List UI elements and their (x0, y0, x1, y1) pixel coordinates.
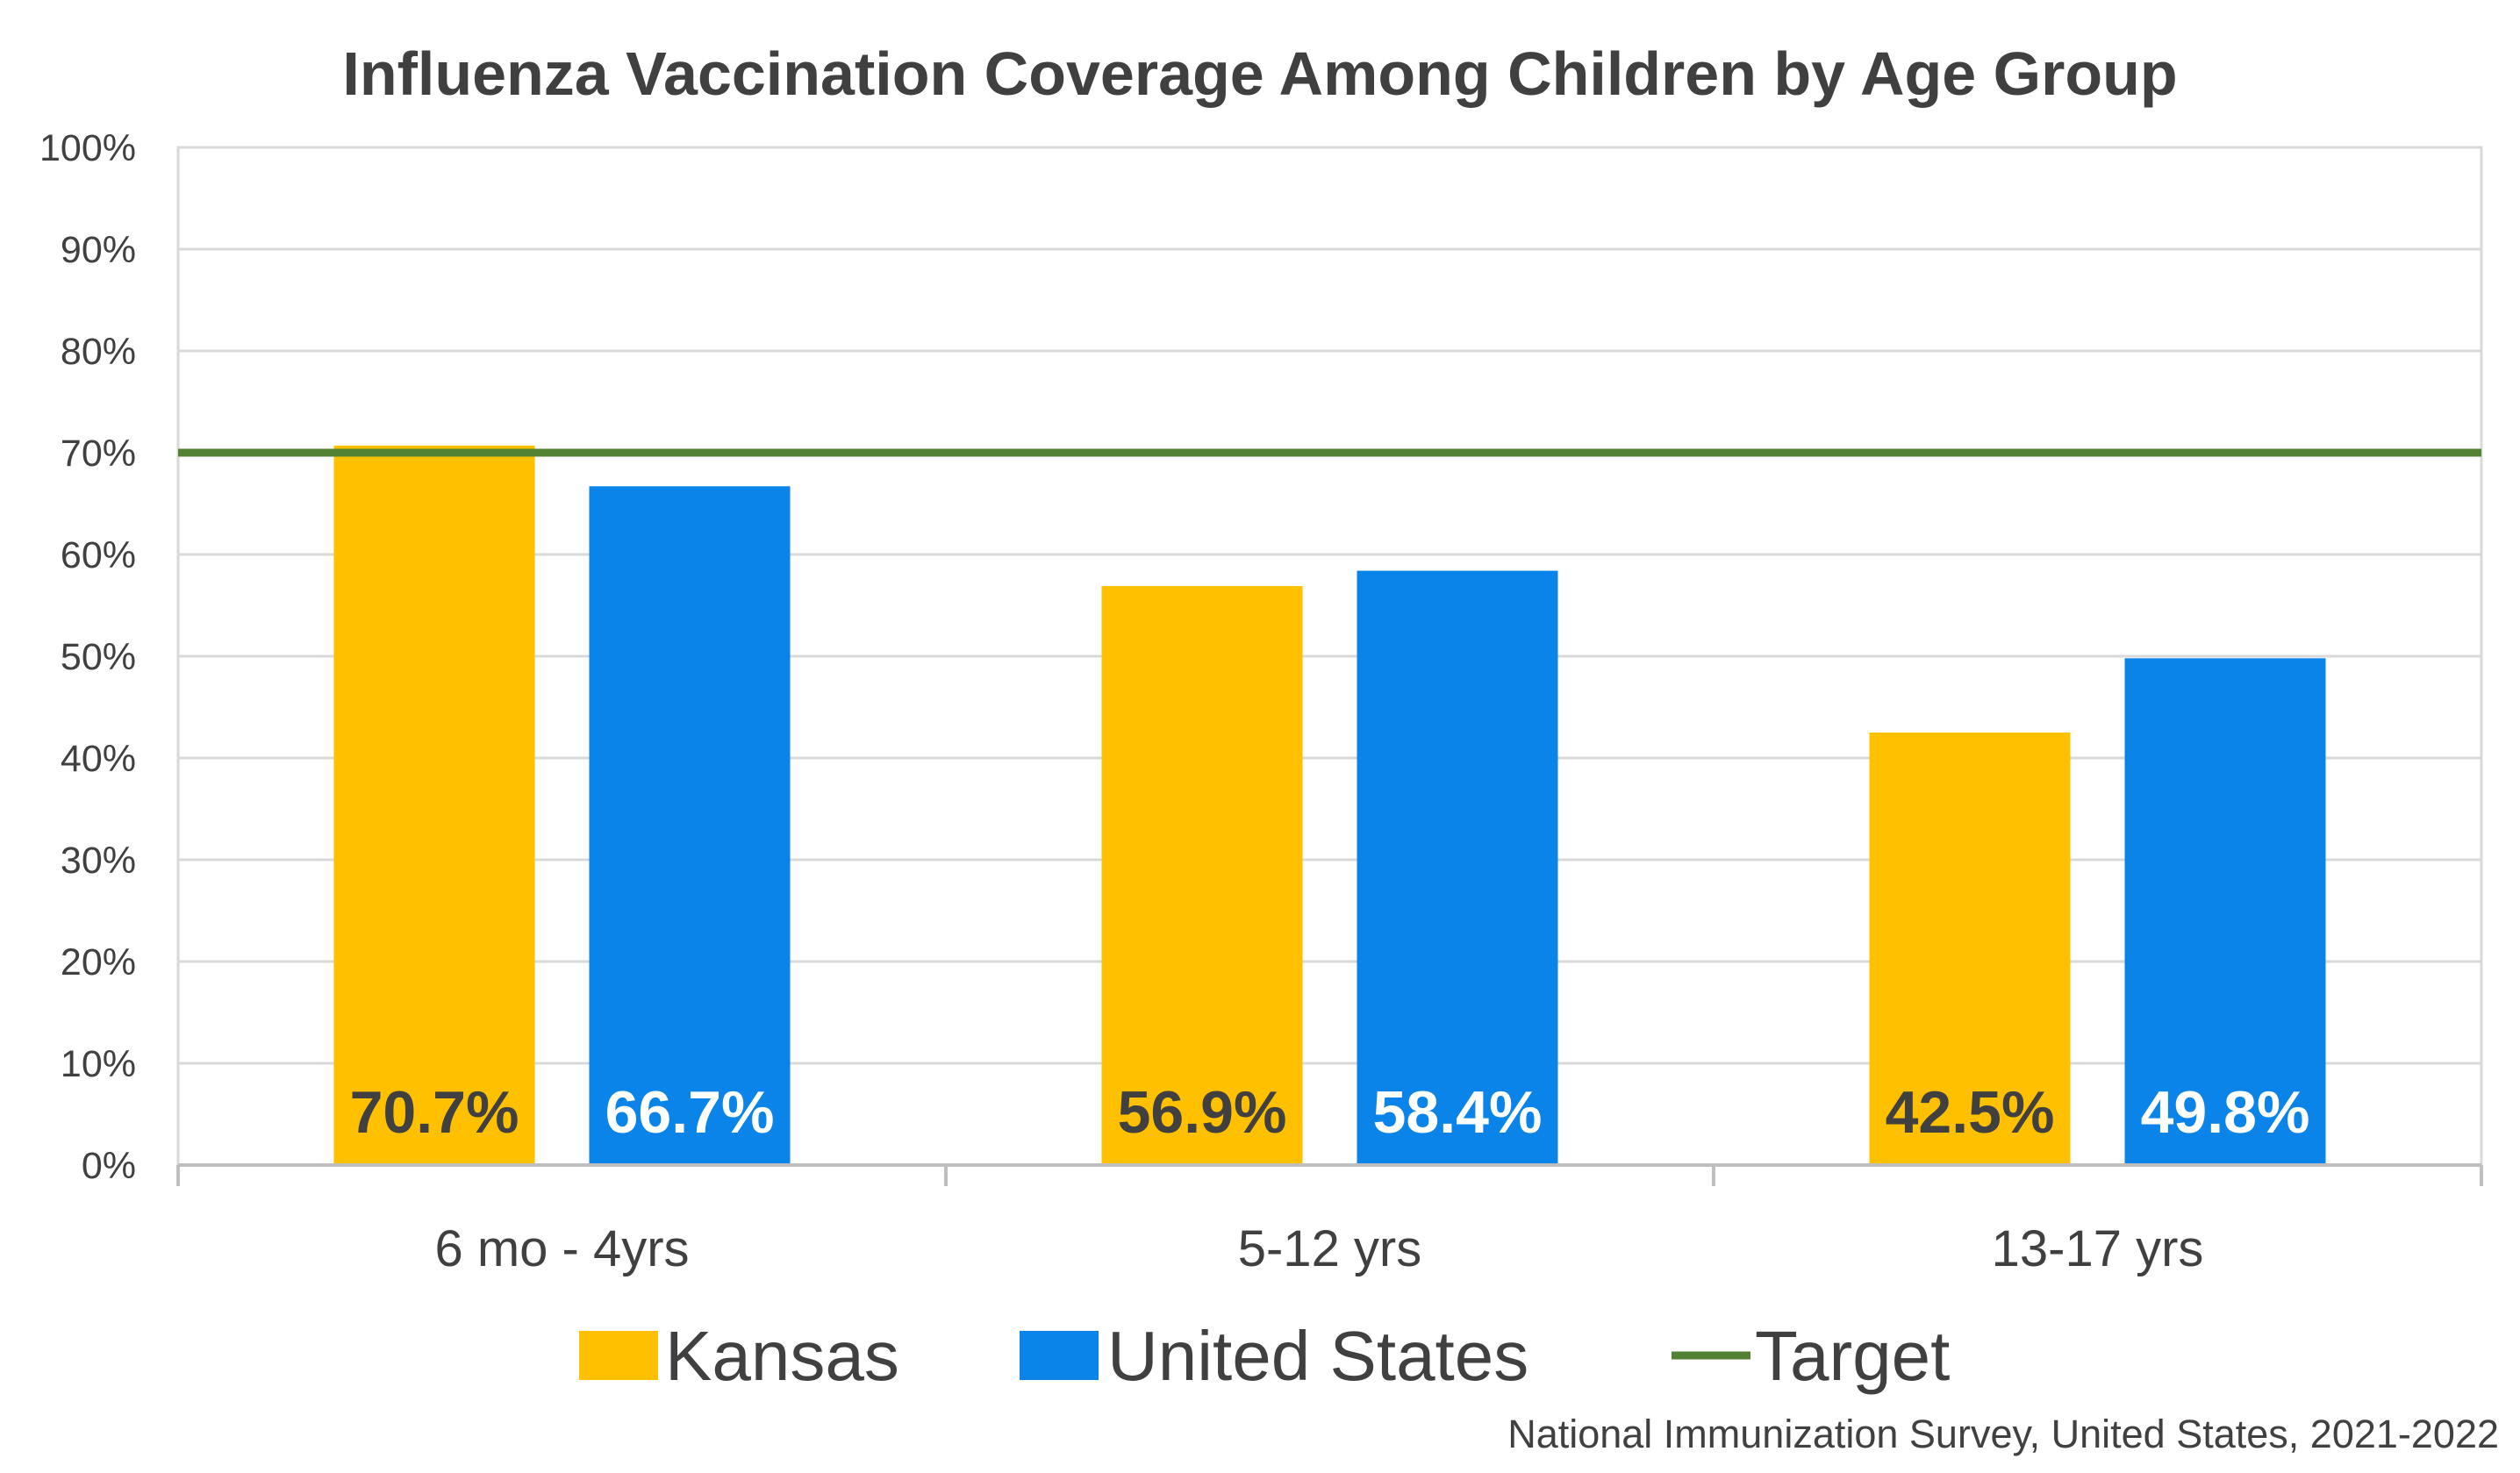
data-label: 56.9% (1118, 1079, 1287, 1146)
source-note: National Immunization Survey, United Sta… (1507, 1412, 2499, 1456)
y-tick-label: 70% (61, 433, 136, 475)
bar-kansas (333, 445, 535, 1165)
y-tick-label: 80% (61, 331, 136, 373)
x-tick-label: 13-17 yrs (1992, 1220, 2204, 1277)
y-tick-label: 30% (61, 840, 136, 882)
y-tick-label: 10% (61, 1043, 136, 1085)
y-tick-label: 90% (61, 229, 136, 271)
y-tick-label: 0% (82, 1145, 136, 1187)
legend-label: Kansas (665, 1317, 899, 1395)
y-tick-label: 40% (61, 738, 136, 780)
legend-swatch (1020, 1331, 1099, 1380)
y-tick-label: 60% (61, 534, 136, 576)
data-label: 66.7% (605, 1079, 775, 1146)
bars: 70.7% 66.7% 56.9% 58.4% 42.5% 49.8% (333, 445, 2326, 1165)
legend: Kansas United States Target (579, 1317, 1950, 1395)
data-label: 42.5% (1886, 1079, 2055, 1146)
x-tick-label: 5-12 yrs (1238, 1220, 1422, 1277)
bar-united-states (2124, 658, 2326, 1165)
y-tick-label: 100% (39, 127, 136, 169)
legend-swatch (579, 1331, 658, 1380)
data-label: 49.8% (2141, 1079, 2310, 1146)
legend-label: United States (1107, 1317, 1528, 1395)
x-axis: 6 mo - 4yrs 5-12 yrs 13-17 yrs (176, 1163, 2483, 1277)
x-tick-label: 6 mo - 4yrs (434, 1220, 689, 1277)
data-label: 58.4% (1373, 1079, 1543, 1146)
legend-label: Target (1755, 1317, 1950, 1395)
y-tick-label: 20% (61, 941, 136, 983)
y-tick-label: 50% (61, 636, 136, 678)
bar-kansas (1101, 585, 1303, 1165)
bar-united-states (589, 486, 791, 1165)
chart-title: Influenza Vaccination Coverage Among Chi… (342, 39, 2177, 108)
data-label: 70.7% (350, 1079, 519, 1146)
y-axis: 0% 10% 20% 30% 40% 50% 60% 70% 80% 90% 100% (39, 127, 136, 1187)
bar-united-states (1357, 570, 1558, 1165)
bar-kansas (1869, 733, 2071, 1165)
